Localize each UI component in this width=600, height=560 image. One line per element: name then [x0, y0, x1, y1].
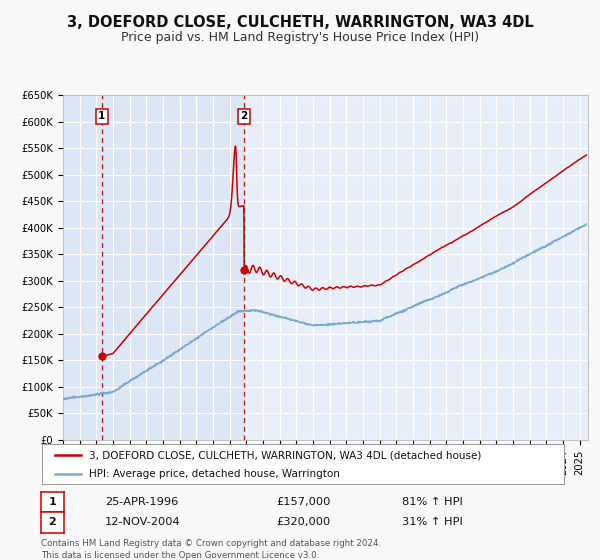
- Text: 31% ↑ HPI: 31% ↑ HPI: [402, 517, 463, 528]
- Text: 3, DOEFORD CLOSE, CULCHETH, WARRINGTON, WA3 4DL (detached house): 3, DOEFORD CLOSE, CULCHETH, WARRINGTON, …: [89, 450, 481, 460]
- Text: 1: 1: [49, 497, 56, 507]
- Text: 25-APR-1996: 25-APR-1996: [105, 497, 178, 507]
- Text: HPI: Average price, detached house, Warrington: HPI: Average price, detached house, Warr…: [89, 469, 340, 479]
- Text: 2: 2: [241, 111, 248, 122]
- Text: 3, DOEFORD CLOSE, CULCHETH, WARRINGTON, WA3 4DL: 3, DOEFORD CLOSE, CULCHETH, WARRINGTON, …: [67, 15, 533, 30]
- Text: £320,000: £320,000: [276, 517, 330, 528]
- Text: £157,000: £157,000: [276, 497, 331, 507]
- Text: 2: 2: [49, 517, 56, 528]
- Bar: [63, 95, 101, 440]
- Text: 12-NOV-2004: 12-NOV-2004: [105, 517, 181, 528]
- Bar: [101, 95, 244, 440]
- Text: Contains HM Land Registry data © Crown copyright and database right 2024.
This d: Contains HM Land Registry data © Crown c…: [41, 539, 381, 559]
- Text: Price paid vs. HM Land Registry's House Price Index (HPI): Price paid vs. HM Land Registry's House …: [121, 31, 479, 44]
- Text: 1: 1: [98, 111, 105, 122]
- Text: 81% ↑ HPI: 81% ↑ HPI: [402, 497, 463, 507]
